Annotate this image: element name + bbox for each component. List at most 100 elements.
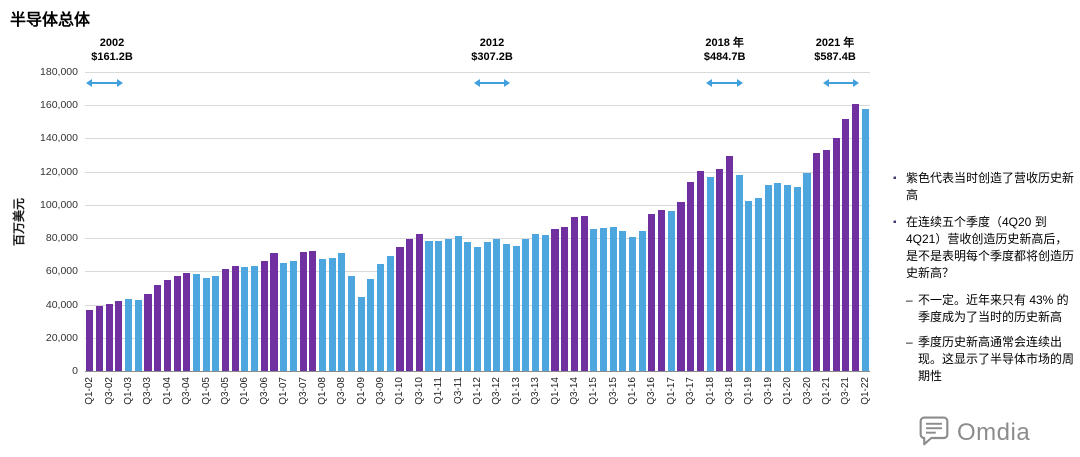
x-tick-label: Q3-09 <box>375 377 387 405</box>
range-arrow <box>706 79 743 87</box>
gridline <box>85 238 870 240</box>
bar <box>813 153 821 371</box>
x-axis-tick-labels: Q1-02 Q3-02 Q1-03 Q3-03 Q1-04 Q3-04 Q1-05 Q3-05… <box>84 375 870 435</box>
annotation-year: 2021 年 <box>815 37 855 49</box>
x-tick-label: Q1-06 <box>239 377 251 405</box>
bar <box>793 187 801 371</box>
x-tick-label: Q3-15 <box>607 377 619 405</box>
annotation-layer: 2002 $161.2B 2012 $307.2B 2018 年 $484.7B 2021 … <box>85 36 870 88</box>
gridline <box>85 72 870 73</box>
omdia-logo: Omdia <box>918 414 1030 451</box>
speech-bubble-icon <box>918 414 950 451</box>
bar <box>347 275 356 371</box>
bar <box>735 175 743 371</box>
gridline <box>85 138 870 140</box>
y-tick-label: 80,000 <box>45 232 78 245</box>
bar <box>95 306 104 371</box>
bullet-marker: ▪ <box>893 217 897 229</box>
bar <box>696 170 704 371</box>
bar <box>212 275 220 371</box>
bullet-item: – 不一定。近年来只有 43% 的季度成为了当时的历史新高 <box>893 292 1077 326</box>
bar <box>309 250 317 371</box>
x-tick-label: Q1-15 <box>588 377 600 405</box>
bar <box>270 253 278 371</box>
x-tick-label: Q1-13 <box>510 377 522 405</box>
x-tick-label: Q1-19 <box>743 377 755 405</box>
bar <box>406 238 414 371</box>
bar <box>629 237 637 371</box>
range-arrow <box>86 79 123 87</box>
bar <box>299 252 307 371</box>
gridline <box>85 171 870 173</box>
annotation-value: $161.2B <box>91 51 133 63</box>
x-tick-label: Q3-03 <box>142 377 154 405</box>
bar <box>289 260 297 371</box>
bar <box>396 247 404 371</box>
bar <box>706 177 714 371</box>
x-tick-label: Q1-17 <box>665 377 677 405</box>
y-tick-label: 140,000 <box>40 132 78 145</box>
x-tick-label: Q3-18 <box>723 377 735 405</box>
bar <box>318 258 326 371</box>
bar <box>221 268 230 371</box>
year-annotation: 2021 年 $587.4B <box>790 36 880 64</box>
annotation-year: 2018 年 <box>705 37 744 49</box>
bar <box>609 227 617 371</box>
x-tick-label: Q3-10 <box>413 377 425 405</box>
bar <box>144 293 152 371</box>
bar <box>115 301 123 371</box>
bar <box>677 202 685 371</box>
bullet-text: 在连续五个季度（4Q20 到 4Q21）营收创造历史新高后，是不是表明每个季度都… <box>906 215 1075 281</box>
bar <box>522 238 530 371</box>
bar <box>241 267 249 371</box>
y-tick-label: 100,000 <box>40 198 78 211</box>
bar <box>764 184 772 371</box>
bullet-text: 季度历史新高通常会连续出现。这显示了半导体市场的周期性 <box>918 335 1075 384</box>
bullet-item: – 季度历史新高通常会连续出现。这显示了半导体市场的周期性 <box>893 334 1077 385</box>
x-tick-label: Q3-21 <box>840 377 852 405</box>
bar <box>842 118 850 371</box>
gridline <box>85 204 870 206</box>
x-tick-label: Q3-04 <box>181 377 193 405</box>
bar <box>755 198 763 371</box>
bar <box>784 184 792 371</box>
bar <box>832 138 840 371</box>
bar <box>803 173 811 371</box>
bar <box>861 108 869 371</box>
x-tick-label: Q1-10 <box>394 377 406 405</box>
bar <box>473 247 482 371</box>
annotation-year: 2002 <box>99 37 125 49</box>
bar <box>599 228 608 371</box>
bar <box>493 238 501 371</box>
x-tick-label: Q3-13 <box>530 377 542 405</box>
bar <box>377 263 385 371</box>
logo-text: Omdia <box>957 418 1031 446</box>
y-tick-label: 120,000 <box>40 165 78 178</box>
x-tick-label: Q1-18 <box>704 377 716 405</box>
notes-panel: ▪ 紫色代表当时创造了营收历史新高 ▪ 在连续五个季度（4Q20 到 4Q21）营收创… <box>893 170 1077 393</box>
bar <box>251 265 259 371</box>
x-tick-label: Q3-17 <box>685 377 697 405</box>
bar <box>454 236 462 371</box>
bar <box>822 150 830 371</box>
bar <box>231 265 239 371</box>
bar <box>541 234 549 371</box>
x-tick-label: Q1-16 <box>627 377 639 405</box>
x-tick-label: Q1-21 <box>820 377 832 405</box>
bar <box>580 215 588 371</box>
bar <box>745 200 753 371</box>
annotation-year: 2012 <box>479 37 505 49</box>
bar <box>202 277 210 371</box>
annotation-value: $307.2B <box>471 51 513 63</box>
bar <box>532 233 540 371</box>
x-tick-label: Q3-12 <box>491 377 503 405</box>
bar <box>260 260 268 371</box>
annotation-value: $587.4B <box>814 51 856 63</box>
bar <box>570 216 578 371</box>
x-tick-label: Q1-09 <box>355 377 367 405</box>
x-tick-label: Q1-14 <box>549 377 561 405</box>
bar <box>163 279 171 371</box>
bar <box>658 209 666 371</box>
range-arrow <box>473 79 511 87</box>
x-tick-label: Q3-16 <box>646 377 658 405</box>
